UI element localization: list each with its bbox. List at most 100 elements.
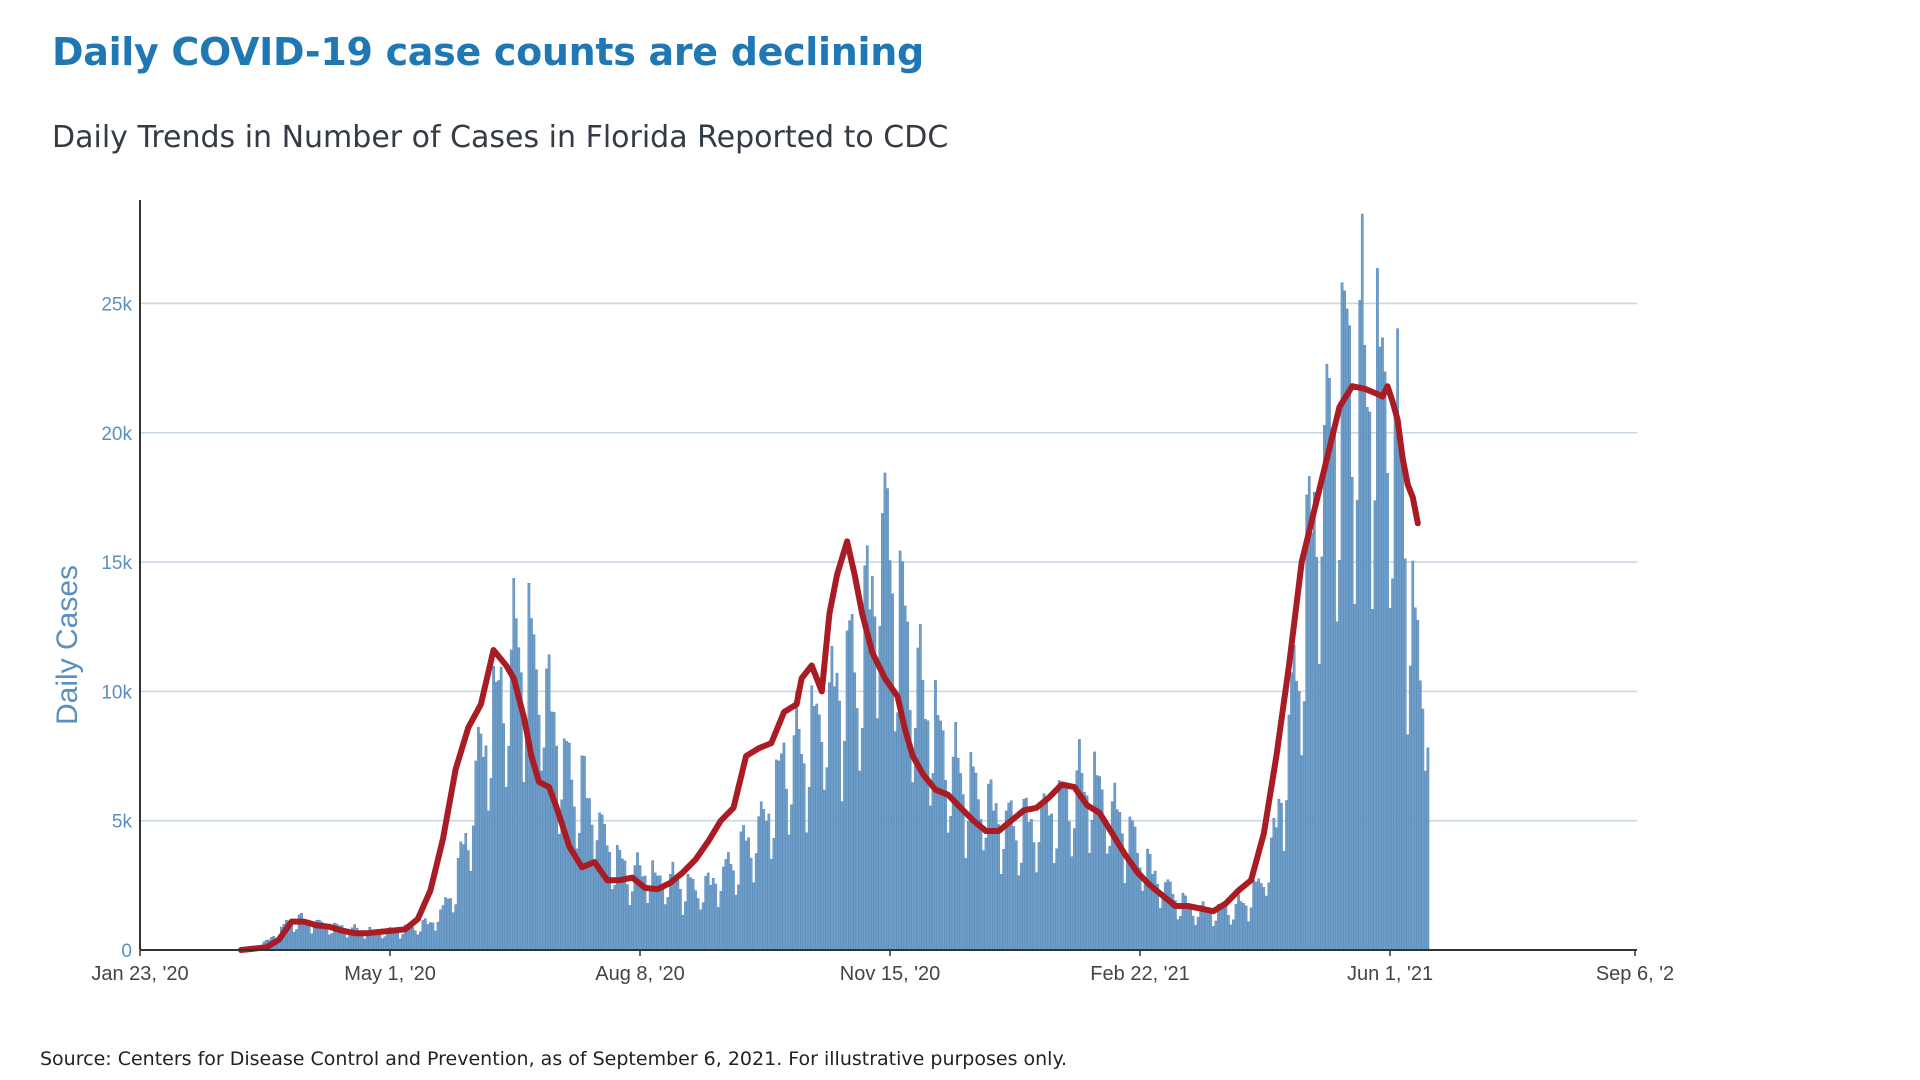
daily-case-bar bbox=[1027, 821, 1031, 951]
daily-case-bar bbox=[418, 931, 422, 951]
daily-case-bar bbox=[456, 858, 460, 951]
daily-case-bar bbox=[956, 757, 960, 951]
daily-case-bar bbox=[820, 741, 824, 951]
daily-case-bar bbox=[290, 924, 293, 951]
daily-case-bar bbox=[1067, 821, 1071, 951]
daily-case-bar bbox=[1416, 619, 1420, 951]
daily-case-bar bbox=[411, 927, 415, 951]
daily-case-bar bbox=[1280, 803, 1283, 951]
daily-case-bar bbox=[1285, 800, 1288, 951]
daily-case-bar bbox=[600, 814, 604, 951]
daily-case-bar bbox=[785, 788, 788, 951]
daily-case-bar bbox=[1419, 680, 1422, 951]
daily-case-bar bbox=[888, 560, 892, 951]
x-tick-label: Nov 15, '20 bbox=[840, 963, 941, 985]
daily-case-bar bbox=[398, 938, 402, 951]
daily-case-bar bbox=[598, 812, 601, 951]
source-note: Source: Centers for Disease Control and … bbox=[40, 1048, 1068, 1070]
daily-case-bar bbox=[845, 630, 849, 951]
daily-case-bar bbox=[439, 909, 442, 951]
daily-case-bar bbox=[1426, 747, 1430, 951]
x-tick-label: Jun 1, '21 bbox=[1347, 963, 1433, 985]
daily-case-bar bbox=[413, 930, 417, 951]
daily-case-bar bbox=[893, 731, 897, 951]
daily-case-bar bbox=[1133, 826, 1137, 951]
daily-case-bar bbox=[1126, 858, 1129, 951]
daily-case-bar bbox=[1295, 681, 1298, 951]
daily-case-bar bbox=[1424, 770, 1427, 951]
daily-case-bar bbox=[1381, 337, 1384, 951]
daily-case-bar bbox=[626, 884, 629, 951]
daily-case-bar bbox=[416, 934, 420, 951]
daily-case-bar bbox=[1310, 532, 1314, 951]
daily-case-bar bbox=[835, 672, 839, 951]
daily-case-bar bbox=[838, 700, 841, 951]
daily-case-bar bbox=[676, 880, 680, 951]
daily-case-bar bbox=[527, 582, 531, 951]
daily-case-bar bbox=[489, 778, 493, 951]
daily-case-bar bbox=[873, 616, 877, 951]
daily-case-bar bbox=[535, 669, 538, 951]
daily-case-bar bbox=[787, 834, 791, 951]
daily-case-bar bbox=[623, 860, 627, 951]
daily-case-bar bbox=[1103, 816, 1107, 951]
daily-case-bar bbox=[1292, 645, 1296, 951]
daily-case-bar bbox=[896, 712, 899, 951]
daily-case-bar bbox=[1090, 820, 1094, 951]
daily-case-bar bbox=[671, 861, 675, 951]
y-tick-label: 0 bbox=[121, 941, 132, 962]
daily-case-bar bbox=[381, 938, 384, 951]
daily-case-bar bbox=[1312, 491, 1316, 951]
daily-case-bar bbox=[1153, 870, 1157, 951]
daily-case-bar bbox=[1376, 268, 1379, 951]
daily-case-bar bbox=[449, 898, 452, 951]
moving-average-layer bbox=[238, 383, 1421, 953]
daily-case-bar bbox=[1403, 558, 1407, 951]
daily-case-bar bbox=[497, 680, 500, 951]
daily-case-bar bbox=[1004, 810, 1008, 951]
daily-case-bar bbox=[421, 920, 425, 951]
daily-case-bar bbox=[595, 840, 599, 951]
daily-case-bar bbox=[325, 926, 329, 951]
daily-case-bar bbox=[1315, 557, 1319, 951]
daily-case-bar bbox=[865, 545, 869, 951]
daily-case-bar bbox=[734, 894, 738, 951]
daily-case-bar bbox=[663, 904, 667, 951]
daily-case-bar bbox=[921, 680, 925, 951]
daily-case-bar bbox=[1242, 903, 1245, 951]
daily-case-bar bbox=[797, 728, 801, 951]
daily-case-bar bbox=[1161, 896, 1165, 951]
daily-case-bar bbox=[944, 780, 947, 951]
daily-case-bar bbox=[1229, 924, 1233, 951]
daily-case-bar bbox=[1017, 875, 1021, 951]
daily-case-bar bbox=[732, 870, 735, 951]
daily-case-bar bbox=[608, 851, 612, 951]
daily-case-bar bbox=[1110, 801, 1114, 951]
daily-case-bar bbox=[504, 787, 508, 951]
daily-case-bar bbox=[997, 824, 1000, 951]
daily-case-bar bbox=[1323, 425, 1326, 951]
daily-case-bar bbox=[1141, 890, 1144, 951]
daily-case-bar bbox=[961, 794, 965, 951]
daily-case-bar bbox=[828, 682, 831, 951]
daily-case-bar bbox=[1095, 775, 1099, 951]
daily-case-bar bbox=[1259, 883, 1263, 951]
daily-case-bar bbox=[1083, 792, 1086, 951]
daily-case-bar bbox=[1143, 884, 1147, 951]
daily-case-bar bbox=[1373, 500, 1377, 951]
daily-case-bar bbox=[1146, 848, 1149, 951]
daily-case-bar bbox=[441, 905, 445, 951]
daily-case-bar bbox=[1383, 371, 1387, 951]
daily-case-bar bbox=[1189, 905, 1192, 951]
daily-case-bar bbox=[792, 735, 796, 951]
daily-case-bar bbox=[573, 806, 576, 951]
daily-case-bar bbox=[1186, 903, 1190, 951]
daily-case-bar bbox=[709, 884, 713, 951]
daily-case-bar bbox=[1237, 894, 1240, 951]
daily-case-bar bbox=[1386, 472, 1389, 951]
daily-case-bar bbox=[989, 779, 993, 951]
daily-case-bar bbox=[1363, 344, 1367, 951]
daily-case-bar bbox=[1045, 801, 1048, 951]
daily-case-bar bbox=[1247, 921, 1250, 951]
daily-case-bar bbox=[1257, 878, 1261, 951]
